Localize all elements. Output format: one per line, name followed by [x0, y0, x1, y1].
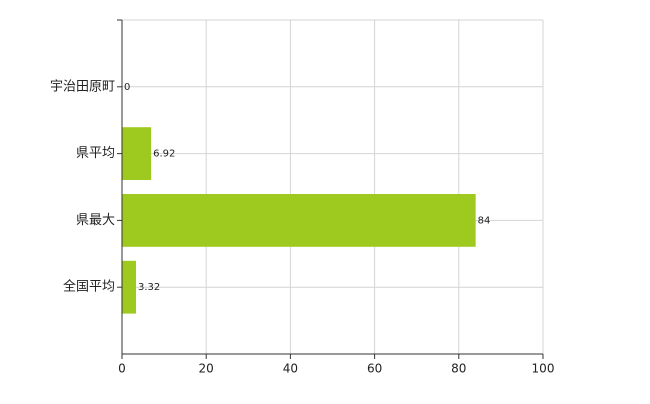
bar — [122, 127, 152, 180]
x-tick-label: 0 — [118, 362, 126, 376]
value-label: 3.32 — [138, 282, 160, 293]
bar — [122, 260, 136, 314]
value-label: 6.92 — [153, 149, 175, 160]
bar — [122, 194, 476, 247]
y-tick-label: 県平均 — [76, 146, 115, 161]
y-tick-label: 宇治田原町 — [50, 79, 115, 94]
value-label: 0 — [124, 82, 130, 93]
x-tick-label: 20 — [199, 362, 214, 376]
x-tick-label: 80 — [451, 362, 466, 376]
x-tick-label: 40 — [283, 362, 298, 376]
x-tick-label: 60 — [367, 362, 382, 376]
x-tick-label: 100 — [532, 362, 555, 376]
y-tick-label: 県最大 — [76, 213, 115, 228]
y-tick-label: 全国平均 — [63, 279, 115, 295]
value-label: 84 — [478, 215, 491, 226]
